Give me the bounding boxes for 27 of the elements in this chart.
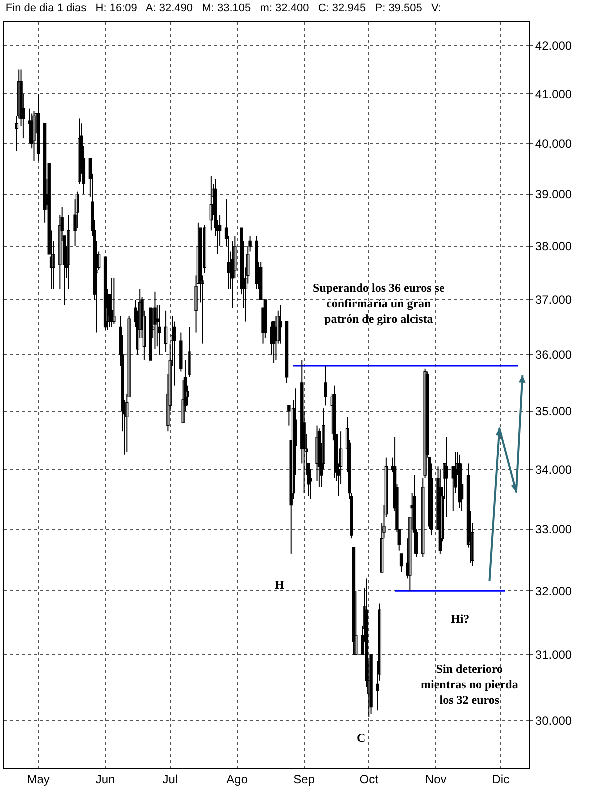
annotation: C xyxy=(357,731,366,745)
y-tick-label: 32.000 xyxy=(535,584,572,598)
x-tick-label: Oct xyxy=(360,772,380,786)
x-tick-label: Ago xyxy=(226,772,248,786)
y-tick-label: 38.000 xyxy=(535,240,572,254)
x-tick-label: Jul xyxy=(162,772,178,786)
y-tick-label: 31.000 xyxy=(535,648,572,662)
y-tick-label: 41.000 xyxy=(535,87,572,102)
y-tick-label: 39.000 xyxy=(535,188,572,202)
y-tick-label: 34.000 xyxy=(535,462,572,477)
x-tick-label: Dic xyxy=(492,772,510,786)
annotation: Hi? xyxy=(451,612,470,626)
x-tick-label: Sep xyxy=(294,772,316,786)
annotation: H xyxy=(275,578,285,592)
y-tick-label: 35.000 xyxy=(535,404,572,419)
y-tick-label: 30.000 xyxy=(535,714,572,728)
x-tick-label: May xyxy=(27,772,50,786)
x-tick-label: Jun xyxy=(96,772,116,786)
y-tick-label: 40.000 xyxy=(535,136,572,151)
y-tick-label: 36.000 xyxy=(535,348,572,362)
y-tick-label: 37.000 xyxy=(535,293,572,308)
chart-title: Fin de dia 1 dias H: 16:09 A: 32.490 M: 33.105 m: 32.400 C: 32.945 P: 39.505 V: xyxy=(6,2,442,15)
annotation: Superando los 36 euros se confirmaría un gran patrón de giro alcista xyxy=(313,281,446,326)
y-tick-label: 42.000 xyxy=(535,38,572,53)
x-tick-label: Nov xyxy=(425,772,447,786)
y-tick-label: 33.000 xyxy=(535,522,572,537)
annotation: Sin deterioro mientras no pierda los 32 euros xyxy=(421,662,518,708)
